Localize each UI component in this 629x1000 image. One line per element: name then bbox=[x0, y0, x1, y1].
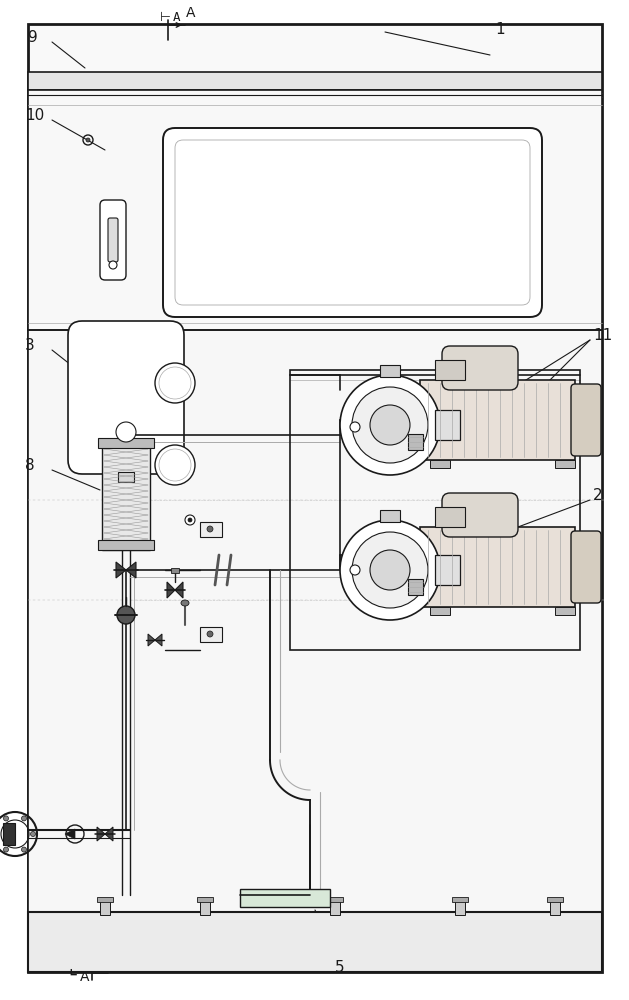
FancyBboxPatch shape bbox=[108, 218, 118, 262]
Bar bbox=[430, 460, 450, 468]
Bar bbox=[28, 912, 602, 972]
Circle shape bbox=[116, 422, 136, 442]
Bar bbox=[327, 897, 343, 902]
Circle shape bbox=[4, 816, 9, 821]
Ellipse shape bbox=[181, 600, 189, 606]
Circle shape bbox=[155, 363, 195, 403]
Bar bbox=[102, 440, 150, 550]
Polygon shape bbox=[148, 634, 162, 646]
Circle shape bbox=[350, 565, 360, 575]
Bar bbox=[547, 897, 563, 902]
Circle shape bbox=[21, 816, 26, 821]
Bar bbox=[380, 365, 400, 377]
Bar bbox=[98, 540, 154, 550]
Bar bbox=[290, 370, 580, 650]
Bar bbox=[435, 507, 465, 527]
Bar bbox=[420, 380, 575, 460]
Circle shape bbox=[370, 405, 410, 445]
Circle shape bbox=[159, 449, 191, 481]
Circle shape bbox=[207, 526, 213, 532]
Text: $\llcorner$: $\llcorner$ bbox=[68, 959, 78, 978]
Bar bbox=[555, 460, 575, 468]
Bar bbox=[118, 472, 134, 482]
Bar bbox=[200, 900, 210, 915]
FancyBboxPatch shape bbox=[571, 384, 601, 456]
Circle shape bbox=[155, 445, 195, 485]
FancyBboxPatch shape bbox=[571, 531, 601, 603]
Text: 2: 2 bbox=[593, 488, 603, 502]
Circle shape bbox=[185, 515, 195, 525]
Circle shape bbox=[159, 367, 191, 399]
Polygon shape bbox=[65, 829, 75, 839]
Text: 5: 5 bbox=[335, 960, 345, 976]
Bar bbox=[435, 410, 460, 440]
Circle shape bbox=[207, 631, 213, 637]
Polygon shape bbox=[167, 582, 183, 598]
Circle shape bbox=[21, 847, 26, 852]
Bar bbox=[28, 328, 602, 972]
Bar bbox=[197, 897, 213, 902]
Bar bbox=[28, 72, 602, 90]
Text: 8: 8 bbox=[25, 458, 35, 473]
Circle shape bbox=[340, 375, 440, 475]
Text: A: A bbox=[80, 970, 89, 984]
Bar bbox=[330, 900, 340, 915]
Circle shape bbox=[352, 387, 428, 463]
Text: 10: 10 bbox=[25, 107, 44, 122]
Polygon shape bbox=[97, 827, 113, 841]
Bar bbox=[550, 900, 560, 915]
Bar bbox=[555, 607, 575, 615]
Circle shape bbox=[352, 532, 428, 608]
Bar bbox=[430, 607, 450, 615]
Text: 9: 9 bbox=[28, 30, 38, 45]
Circle shape bbox=[30, 832, 35, 836]
Text: 11: 11 bbox=[593, 328, 612, 342]
Bar bbox=[98, 438, 154, 448]
Bar bbox=[435, 555, 460, 585]
Bar bbox=[28, 90, 602, 330]
Bar bbox=[200, 522, 222, 537]
FancyBboxPatch shape bbox=[68, 321, 184, 474]
Bar bbox=[380, 510, 400, 522]
Circle shape bbox=[188, 518, 192, 522]
FancyBboxPatch shape bbox=[442, 493, 518, 537]
Circle shape bbox=[117, 606, 135, 624]
Text: 1: 1 bbox=[495, 22, 504, 37]
Bar bbox=[408, 579, 423, 595]
Polygon shape bbox=[116, 562, 136, 578]
Bar bbox=[171, 568, 179, 573]
Circle shape bbox=[350, 422, 360, 432]
Circle shape bbox=[340, 520, 440, 620]
Text: A: A bbox=[186, 6, 196, 20]
Text: $\vdash$A: $\vdash$A bbox=[157, 10, 182, 24]
FancyBboxPatch shape bbox=[100, 200, 126, 280]
Circle shape bbox=[109, 261, 117, 269]
Circle shape bbox=[86, 138, 90, 142]
Bar bbox=[455, 900, 465, 915]
Bar bbox=[420, 527, 575, 607]
Text: 3: 3 bbox=[25, 338, 35, 353]
Bar bbox=[3, 823, 15, 845]
Bar bbox=[435, 360, 465, 380]
Circle shape bbox=[370, 550, 410, 590]
Bar bbox=[97, 897, 113, 902]
Bar bbox=[240, 889, 330, 907]
Bar bbox=[408, 434, 423, 450]
Bar bbox=[200, 627, 222, 642]
FancyBboxPatch shape bbox=[163, 128, 542, 317]
Circle shape bbox=[4, 847, 9, 852]
FancyBboxPatch shape bbox=[442, 346, 518, 390]
Bar bbox=[452, 897, 468, 902]
Bar bbox=[100, 900, 110, 915]
